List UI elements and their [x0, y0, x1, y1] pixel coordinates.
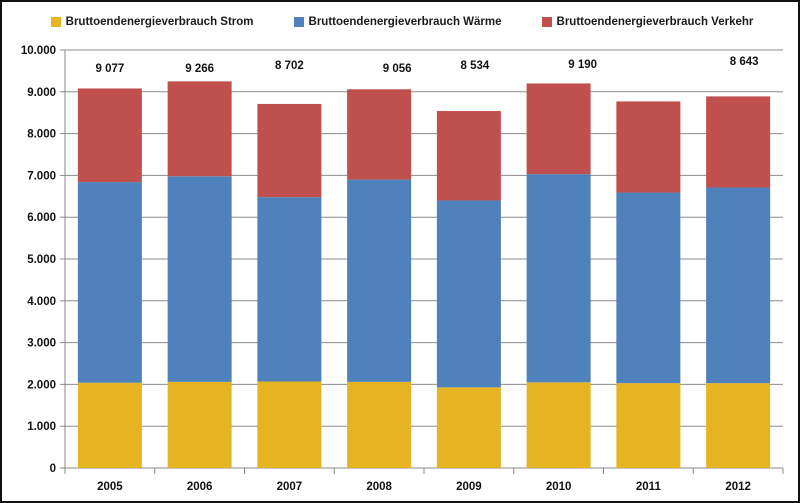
bar-segment	[257, 381, 322, 468]
x-tick-label: 2011	[636, 481, 662, 493]
total-label: 9 266	[185, 63, 214, 75]
bar-segment	[526, 83, 591, 175]
bar-segment	[436, 111, 501, 201]
bar-segment	[77, 382, 142, 468]
bar-segment	[706, 96, 771, 188]
bar-segment	[526, 174, 591, 383]
y-tick-label: 5.000	[27, 254, 56, 266]
total-label: 9 077	[95, 63, 124, 75]
bar-segment	[257, 103, 322, 198]
legend-item-waerme: Bruttoendenergieverbrauch Wärme	[293, 16, 502, 28]
legend-item-verkehr: Bruttoendenergieverbrauch Verkehr	[541, 16, 754, 28]
total-label: 8 643	[730, 56, 759, 68]
bar-segment	[616, 192, 681, 384]
legend-swatch-waerme	[293, 17, 304, 27]
bar-segment	[436, 200, 501, 388]
legend-label-verkehr: Bruttoendenergieverbrauch Verkehr	[556, 16, 754, 28]
bar-segment	[167, 381, 232, 468]
total-label: 9 056	[383, 63, 412, 75]
x-tick-label: 2010	[546, 481, 572, 493]
y-tick-label: 4.000	[27, 296, 56, 308]
y-tick-label: 7.000	[27, 170, 56, 182]
legend-swatch-verkehr	[541, 17, 552, 27]
y-tick-label: 3.000	[27, 338, 56, 350]
total-label: 8 534	[460, 60, 489, 72]
y-tick-label: 6.000	[27, 212, 56, 224]
y-tick-label: 8.000	[27, 129, 56, 141]
legend-swatch-strom	[50, 17, 61, 27]
legend-item-strom: Bruttoendenergieverbrauch Strom	[50, 16, 254, 28]
total-label: 8 702	[275, 60, 304, 72]
bar-segment	[347, 381, 412, 468]
bar-segment	[77, 182, 142, 383]
bar-segment	[77, 88, 142, 183]
legend: Bruttoendenergieverbrauch Strom Bruttoen…	[2, 16, 798, 28]
y-tick-label: 0	[50, 463, 56, 475]
x-tick-label: 2007	[277, 481, 303, 493]
bar-segment	[706, 187, 771, 384]
bar-segment	[526, 382, 591, 468]
bar-segment	[616, 383, 681, 468]
x-tick-label: 2008	[366, 481, 392, 493]
bar-segment	[257, 197, 322, 382]
x-tick-label: 2009	[456, 481, 482, 493]
bar-segment	[706, 383, 771, 468]
y-tick-label: 9.000	[27, 87, 56, 99]
y-tick-label: 1.000	[27, 421, 56, 433]
bar-segment	[347, 89, 412, 180]
x-tick-label: 2012	[725, 481, 751, 493]
bar-segment	[167, 176, 232, 382]
y-tick-label: 2.000	[27, 379, 56, 391]
x-tick-label: 2006	[187, 481, 213, 493]
bar-segment	[167, 81, 232, 177]
legend-label-strom: Bruttoendenergieverbrauch Strom	[65, 16, 254, 28]
bar-segment	[347, 179, 412, 382]
x-tick-label: 2005	[97, 481, 123, 493]
legend-label-waerme: Bruttoendenergieverbrauch Wärme	[308, 16, 502, 28]
bar-segment	[436, 387, 501, 468]
y-tick-label: 10.000	[21, 45, 56, 57]
bar-segment	[616, 101, 681, 193]
total-label: 9 190	[568, 59, 597, 71]
